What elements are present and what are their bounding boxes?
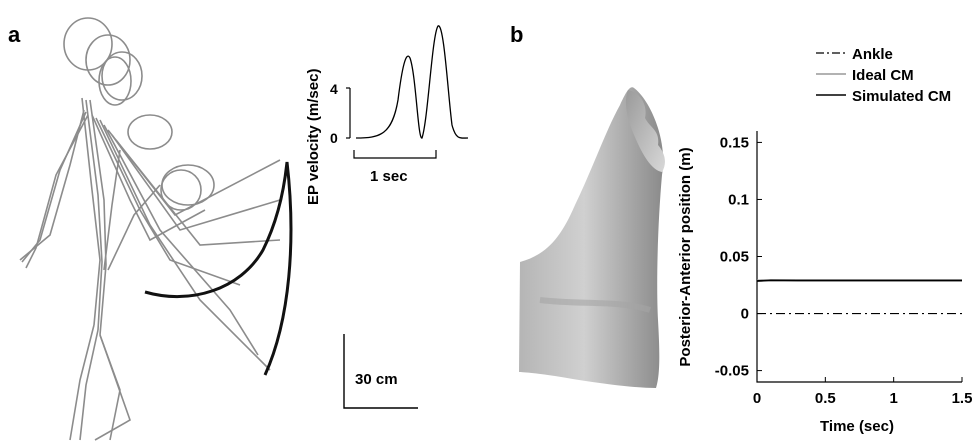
ep-y-tick-label-4: 4 [330, 81, 338, 97]
leg-4 [94, 334, 131, 441]
panel-a-letter: a [8, 22, 21, 47]
arm-2 [21, 111, 87, 263]
length-scale-bar [343, 334, 418, 409]
arm-5 [95, 117, 241, 286]
leg-1 [69, 324, 95, 441]
y-tick-label: 0.1 [728, 191, 749, 208]
ep-velocity-curve [355, 25, 469, 139]
legend-label-ankle: Ankle [852, 46, 893, 63]
y-tick-label: -0.05 [715, 363, 749, 380]
arm-6 [99, 119, 271, 371]
ep-velocity-ylabel: EP velocity (m/sec) [305, 69, 322, 205]
head-frame-2 [85, 34, 131, 86]
hand-trajectory [144, 161, 293, 376]
time-scale-bar [353, 150, 437, 159]
foot-image [519, 87, 665, 388]
leg-2 [79, 329, 99, 441]
trunk-4 [103, 149, 121, 271]
series-line-simulated-cm [756, 279, 962, 282]
chart-axes [756, 131, 962, 383]
legend-label-simulated-cm: Simulated CM [852, 88, 951, 105]
foot-shape [519, 87, 664, 388]
chart-xlabel: Time (sec) [820, 418, 894, 435]
length-scale: 30 cm [343, 334, 418, 409]
x-tick-label: 0 [753, 390, 761, 407]
position-chart: Posterior-Anterior position (m) Time (se… [677, 131, 972, 435]
y-tick-label: 0.15 [720, 134, 749, 151]
ep-velocity-inset: EP velocity (m/sec) 0 4 1 sec [305, 25, 469, 205]
ep-y-tick-label-0: 0 [330, 130, 338, 146]
stick-figure-sequence [19, 17, 281, 441]
head-frame-7 [160, 169, 202, 211]
arm-1 [19, 109, 85, 261]
y-tick-label: 0.05 [720, 249, 749, 266]
arm-4 [91, 114, 206, 242]
trunk-5 [107, 184, 161, 271]
legend-label-ideal-cm: Ideal CM [852, 67, 914, 84]
trunk-1 [81, 97, 101, 326]
foot-shading [539, 297, 651, 313]
chart-ylabel: Posterior-Anterior position (m) [677, 147, 694, 366]
head-frame-4 [98, 56, 132, 106]
trunk-2 [85, 99, 103, 331]
arm-7 [103, 124, 259, 356]
arm-9 [111, 134, 281, 231]
toes [625, 90, 665, 172]
leg-3 [99, 334, 121, 441]
y-tick-label: 0 [741, 306, 749, 323]
x-tick-label: 0.5 [815, 390, 836, 407]
legend: Ankle Ideal CM Simulated CM [816, 46, 951, 105]
x-tick-label: 1.5 [952, 390, 973, 407]
arm-3 [25, 114, 89, 269]
time-scale-label: 1 sec [370, 168, 408, 185]
arm-10 [115, 139, 281, 246]
head-frame-5 [127, 114, 173, 150]
panel-b-letter: b [510, 22, 523, 47]
head-frame-3 [101, 51, 143, 101]
length-scale-label: 30 cm [355, 371, 398, 388]
x-tick-label: 1 [889, 390, 897, 407]
trunk-3 [89, 99, 107, 336]
